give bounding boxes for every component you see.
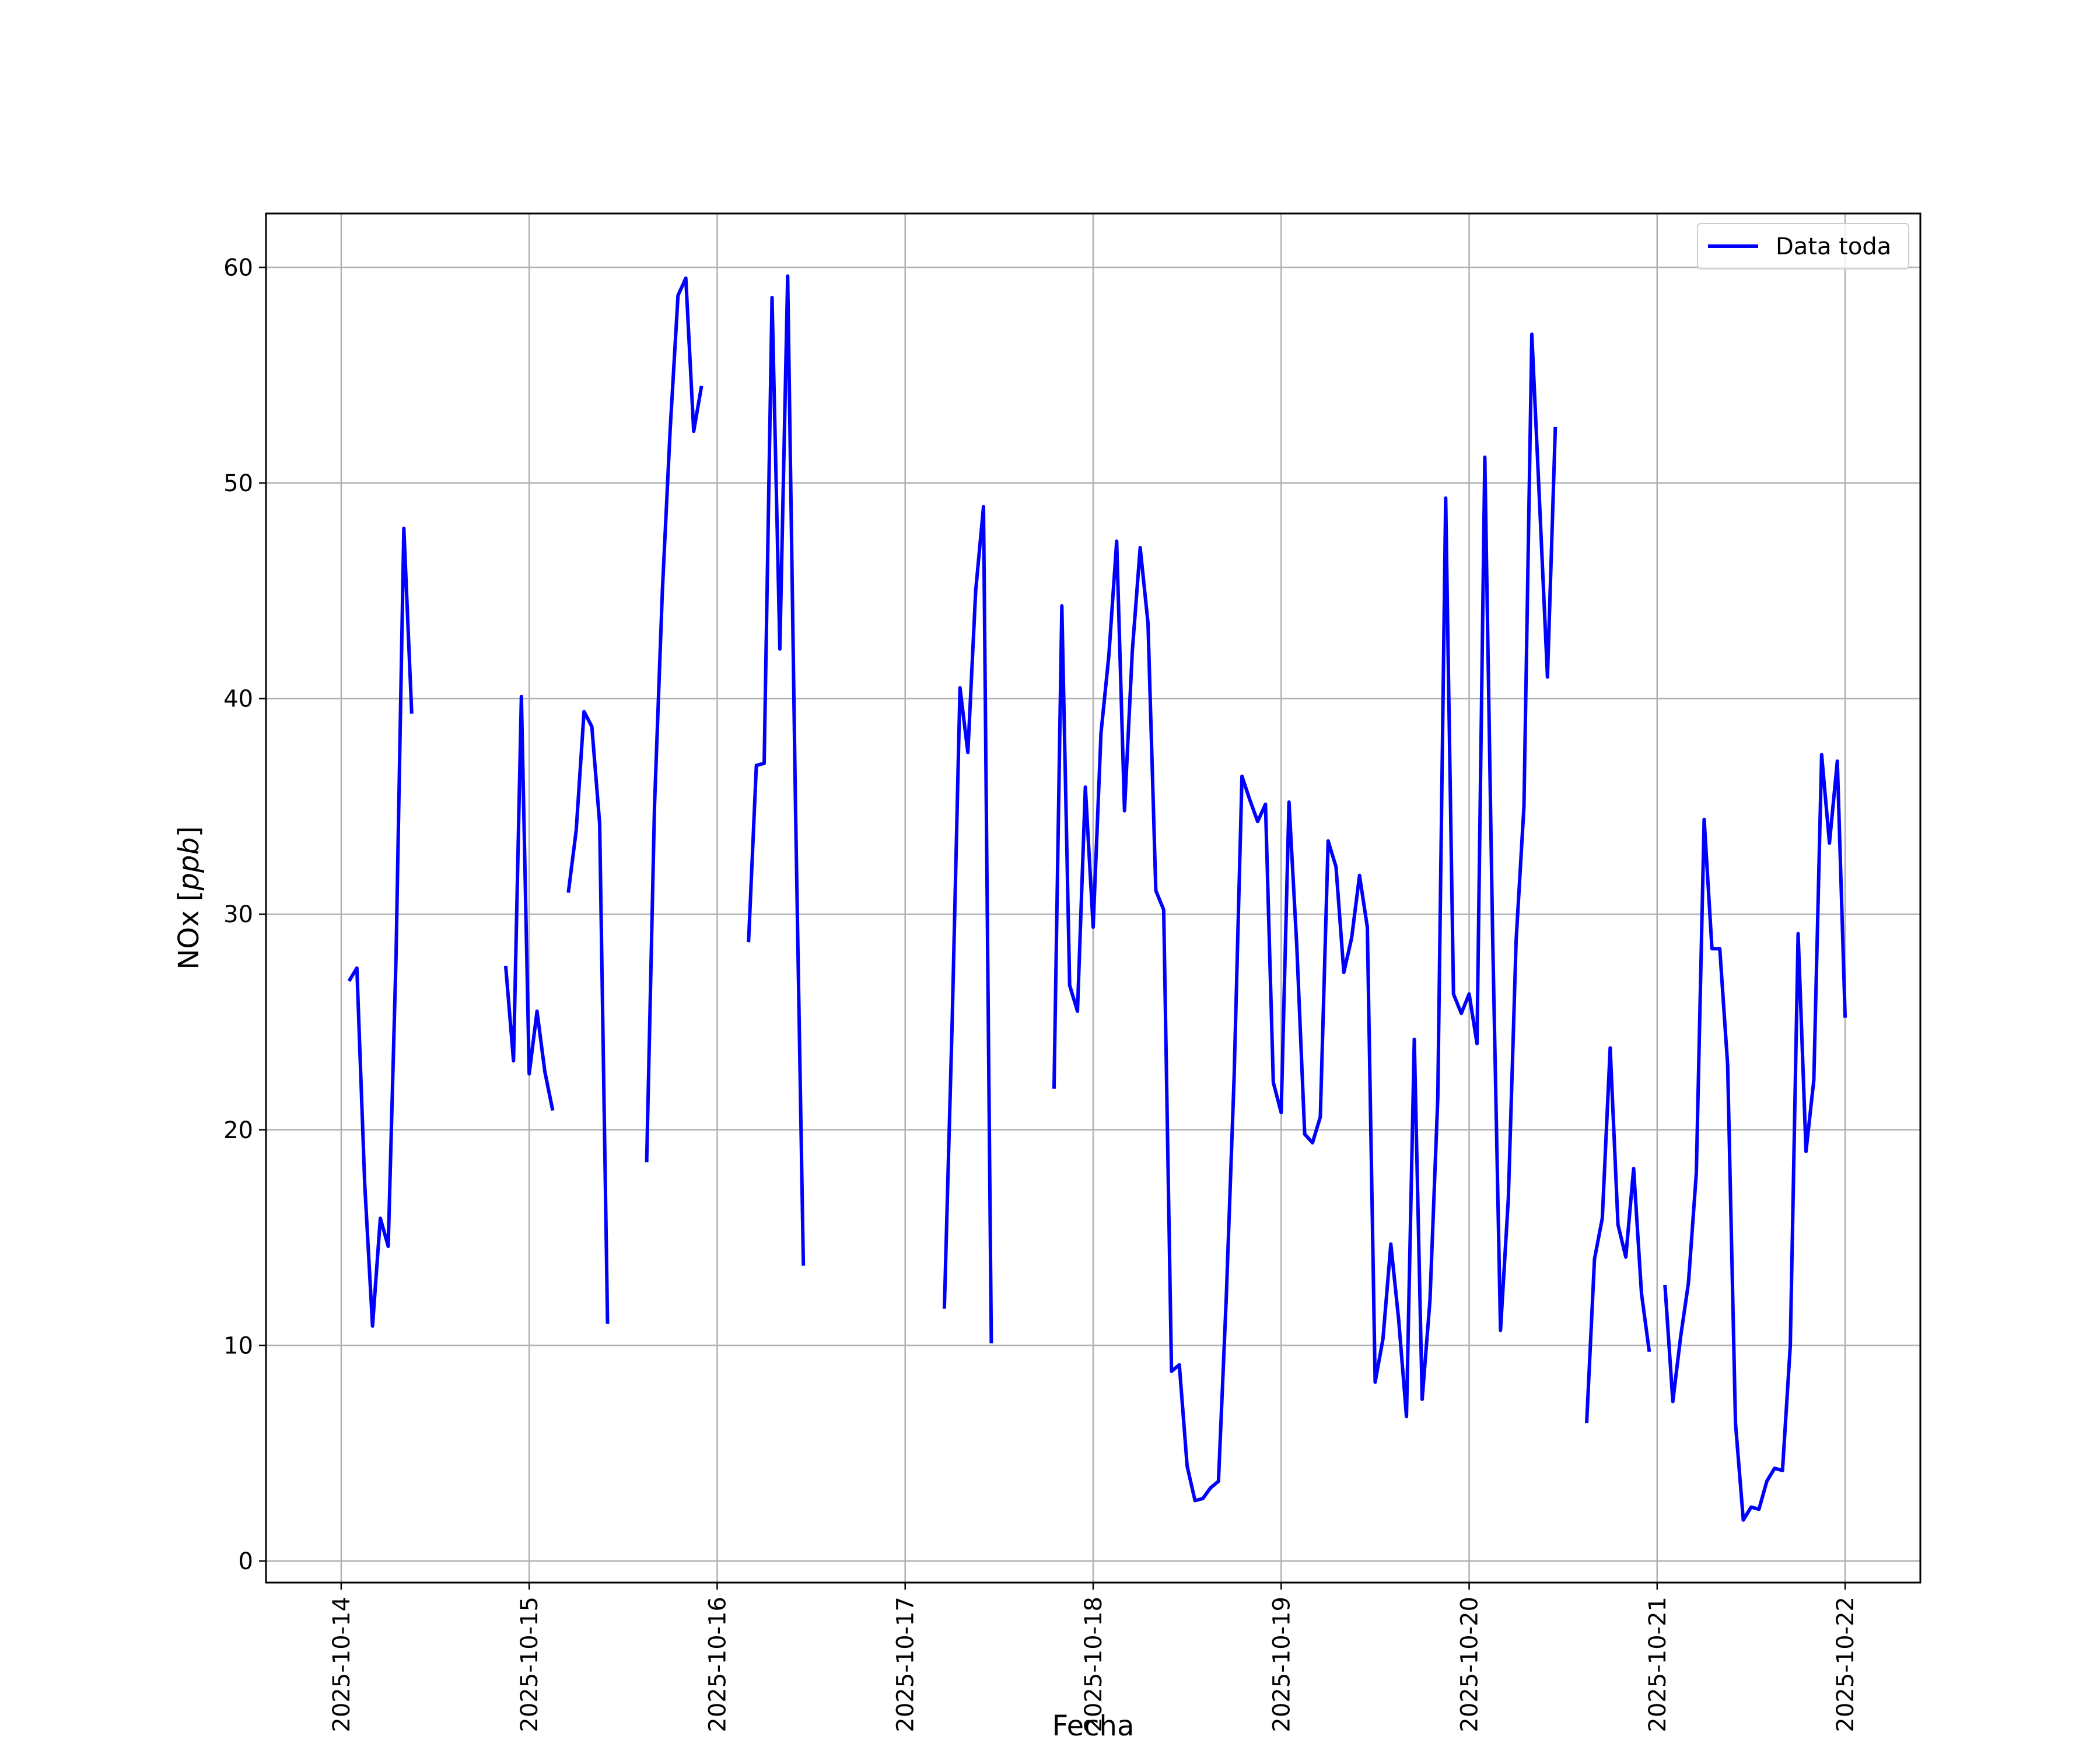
- y-axis-label: NOx [ppb]: [173, 826, 205, 970]
- x-tick-label: 2025-10-17: [892, 1597, 919, 1732]
- legend-box: [1697, 223, 1909, 270]
- series-line-segment: [503, 694, 555, 1111]
- y-tick-label: 60: [223, 254, 253, 281]
- y-tick-label: 40: [223, 686, 253, 713]
- legend-label: Data toda: [1776, 233, 1891, 260]
- y-axis-label-unit: ppb: [173, 837, 205, 891]
- series-line-segment: [347, 526, 414, 1328]
- y-tick-label: 10: [223, 1332, 253, 1359]
- grid-lines: [266, 214, 1920, 1583]
- x-axis-label: Fecha: [1052, 1710, 1135, 1742]
- x-tick-label: 2025-10-16: [704, 1597, 731, 1732]
- x-tick-label: 2025-10-20: [1457, 1597, 1483, 1732]
- y-axis-label-suffix: ]: [173, 826, 205, 837]
- y-tick-label: 0: [239, 1548, 253, 1575]
- legend: Data toda: [1697, 223, 1909, 270]
- x-tick-label: 2025-10-22: [1832, 1597, 1859, 1732]
- y-tick-label: 30: [223, 901, 253, 928]
- series-line-segment: [1052, 332, 1558, 1503]
- series-line-segment: [1663, 752, 1847, 1522]
- series-line-segment: [645, 276, 704, 1163]
- series-line-segment: [1585, 1046, 1651, 1423]
- y-axis-ticks: 0 10 20 30 40 50 60: [223, 254, 266, 1575]
- x-tick-label: 2025-10-19: [1268, 1597, 1295, 1732]
- x-tick-label: 2025-10-15: [516, 1597, 543, 1732]
- series-line-segment: [942, 505, 993, 1343]
- y-axis-label-prefix: NOx [: [173, 891, 205, 970]
- x-tick-label: 2025-10-21: [1644, 1597, 1671, 1732]
- series-line-segment: [747, 274, 806, 1266]
- x-tick-label: 2025-10-14: [328, 1597, 355, 1732]
- x-tick-label: 2025-10-18: [1080, 1597, 1107, 1732]
- y-tick-label: 20: [223, 1117, 253, 1144]
- series-lines: [347, 274, 1847, 1522]
- series-line-segment: [566, 709, 610, 1324]
- x-axis-ticks: 2025-10-14 2025-10-15 2025-10-16 2025-10-17…: [328, 1583, 1859, 1732]
- y-tick-label: 50: [223, 470, 253, 497]
